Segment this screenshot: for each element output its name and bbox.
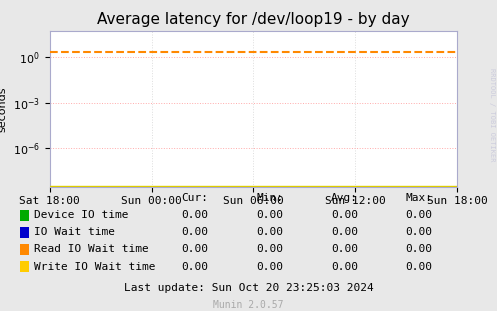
Text: Min:: Min:: [256, 193, 283, 202]
Text: 0.00: 0.00: [182, 244, 209, 254]
Text: Munin 2.0.57: Munin 2.0.57: [213, 300, 284, 310]
Text: 0.00: 0.00: [331, 244, 358, 254]
Text: 0.00: 0.00: [406, 262, 432, 272]
Text: Read IO Wait time: Read IO Wait time: [34, 244, 149, 254]
Text: 0.00: 0.00: [256, 210, 283, 220]
Text: Device IO time: Device IO time: [34, 210, 128, 220]
Text: Last update: Sun Oct 20 23:25:03 2024: Last update: Sun Oct 20 23:25:03 2024: [124, 283, 373, 293]
Text: Avg:: Avg:: [331, 193, 358, 202]
Text: Max:: Max:: [406, 193, 432, 202]
Text: 0.00: 0.00: [182, 262, 209, 272]
Y-axis label: seconds: seconds: [0, 86, 7, 132]
Text: 0.00: 0.00: [256, 262, 283, 272]
Text: 0.00: 0.00: [406, 244, 432, 254]
Text: 0.00: 0.00: [182, 227, 209, 237]
Text: RRDTOOL / TOBI OETIKER: RRDTOOL / TOBI OETIKER: [489, 68, 495, 162]
Text: 0.00: 0.00: [182, 210, 209, 220]
Text: 0.00: 0.00: [331, 227, 358, 237]
Title: Average latency for /dev/loop19 - by day: Average latency for /dev/loop19 - by day: [97, 12, 410, 27]
Text: 0.00: 0.00: [331, 210, 358, 220]
Text: 0.00: 0.00: [256, 227, 283, 237]
Text: IO Wait time: IO Wait time: [34, 227, 115, 237]
Text: 0.00: 0.00: [406, 210, 432, 220]
Text: Write IO Wait time: Write IO Wait time: [34, 262, 155, 272]
Text: 0.00: 0.00: [256, 244, 283, 254]
Text: 0.00: 0.00: [406, 227, 432, 237]
Text: 0.00: 0.00: [331, 262, 358, 272]
Text: Cur:: Cur:: [182, 193, 209, 202]
